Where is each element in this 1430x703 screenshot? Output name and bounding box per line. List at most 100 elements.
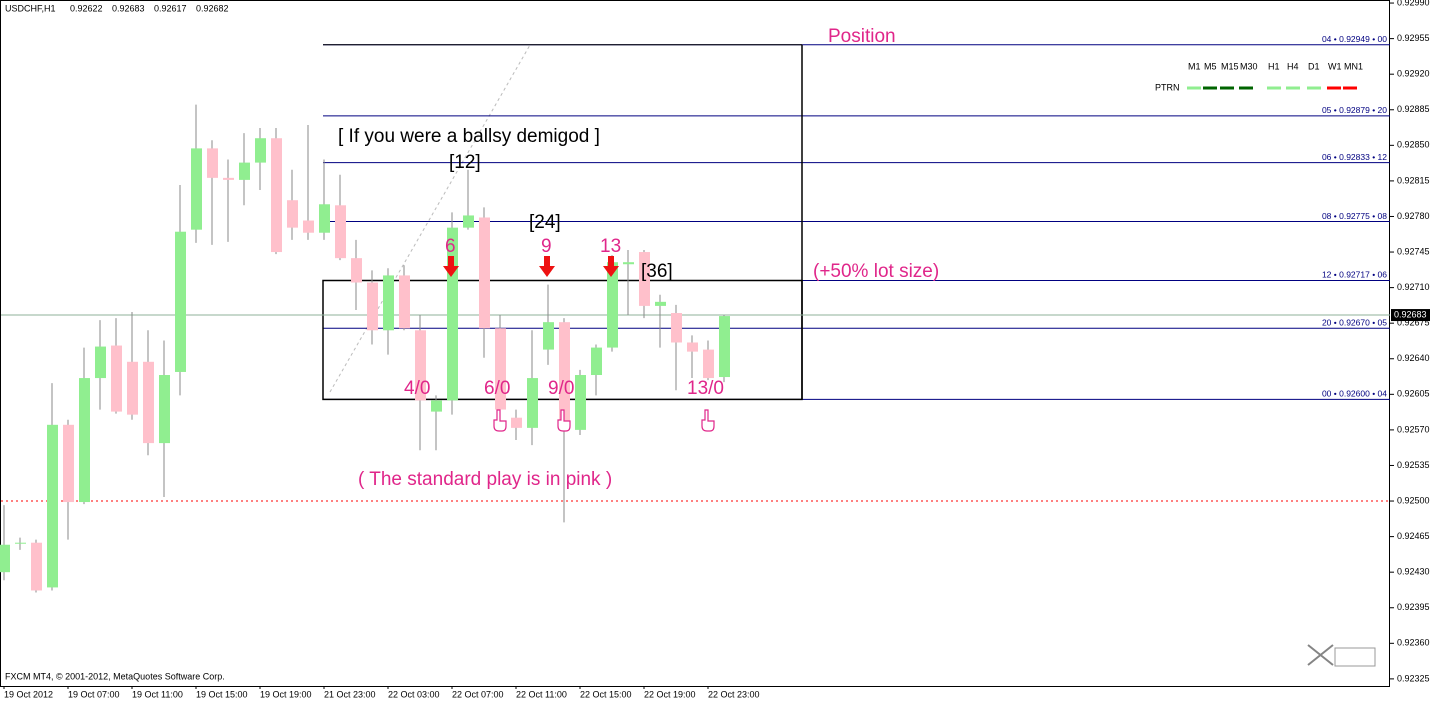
- ohlc-close: 0.92682: [196, 3, 229, 13]
- logo-mark: [1307, 644, 1334, 666]
- x-tick-label: 22 Oct 15:00: [580, 689, 632, 699]
- timeframe-label: M30: [1240, 61, 1258, 71]
- annotation: 9/0: [548, 378, 574, 399]
- candle-body: [0, 544, 10, 573]
- candle-body: [575, 375, 586, 430]
- candle-body: [335, 205, 346, 259]
- y-tick-label: 0.92465: [1397, 531, 1430, 541]
- candle-body: [559, 322, 570, 430]
- x-tick-label: 22 Oct 11:00: [516, 689, 567, 699]
- candle-body: [479, 217, 490, 329]
- y-tick-label: 0.92570: [1397, 424, 1430, 434]
- marks: [0, 44, 1390, 593]
- candle-body: [303, 220, 314, 233]
- annotation: 6/0: [484, 378, 510, 399]
- timeframe-label: M15: [1221, 61, 1239, 71]
- candle-body: [143, 361, 154, 444]
- candle-body: [367, 282, 378, 331]
- candle-body: [287, 200, 298, 228]
- timeframe-label: M5: [1204, 61, 1217, 71]
- y-tick-label: 0.92815: [1397, 175, 1430, 185]
- y-tick-label: 0.92780: [1397, 211, 1430, 221]
- y-tick-label: 0.92395: [1397, 602, 1430, 612]
- candle-body: [399, 275, 410, 329]
- timeframe-label: H4: [1287, 61, 1299, 71]
- candle-body: [591, 347, 602, 376]
- annotation: [ If you were a ballsy demigod ]: [338, 126, 600, 147]
- timeframe-label: M1: [1188, 61, 1201, 71]
- annotation: Position: [828, 26, 896, 47]
- candle-body: [527, 378, 538, 428]
- arrows: [443, 256, 619, 277]
- annotation: [24]: [529, 212, 561, 233]
- hand-icons: [493, 409, 715, 432]
- candle-body: [351, 258, 362, 283]
- indicator-name: PTRN: [1155, 82, 1180, 92]
- hand-icon: [493, 409, 507, 432]
- level-label: 08 • 0.92775 • 08: [1322, 211, 1387, 221]
- level-label: 00 • 0.92600 • 04: [1322, 389, 1387, 399]
- candle-body: [383, 275, 394, 331]
- y-tick-label: 0.92955: [1397, 33, 1430, 43]
- candle-body: [79, 378, 90, 503]
- candle-body: [671, 313, 682, 343]
- y-tick-label: 0.92605: [1397, 389, 1430, 399]
- candle-body: [655, 301, 666, 306]
- candle-body: [639, 252, 650, 306]
- y-tick-label: 0.92920: [1397, 69, 1430, 79]
- candle-body: [495, 328, 506, 410]
- ohlc-open: 0.92622: [70, 3, 103, 13]
- candle-body: [511, 417, 522, 428]
- y-tick-label: 0.92535: [1397, 460, 1430, 470]
- hand-icon: [557, 409, 571, 432]
- x-tick-label: 19 Oct 15:00: [196, 689, 248, 699]
- x-tick-label: 21 Oct 23:00: [324, 689, 376, 699]
- timeframe-label: W1: [1328, 61, 1342, 71]
- logo: [1307, 644, 1376, 667]
- symbol-title: USDCHF,H1: [5, 3, 56, 13]
- current-price-box: [1391, 309, 1430, 322]
- footer: FXCM MT4, © 2001-2012, MetaQuotes Softwa…: [5, 671, 225, 681]
- down-arrow: [603, 256, 619, 277]
- candle-body: [31, 542, 42, 591]
- y-tick-label: 0.92360: [1397, 638, 1430, 648]
- candle-body: [719, 316, 730, 378]
- candle-body: [15, 542, 26, 544]
- candle-body: [175, 231, 186, 372]
- y-tick-label: 0.92710: [1397, 282, 1430, 292]
- y-tick-label: 0.92500: [1397, 495, 1430, 505]
- y-tick-label: 0.92990: [1397, 0, 1430, 7]
- annotation: 13: [600, 236, 621, 257]
- current-price-label: 0.92683: [1394, 309, 1427, 319]
- candle-body: [95, 346, 106, 379]
- candle-body: [223, 177, 234, 180]
- x-tick-label: 22 Oct 23:00: [708, 689, 760, 699]
- trend-line: [329, 44, 531, 393]
- x-tick-label: 19 Oct 2012: [4, 689, 53, 699]
- hand-icon: [701, 409, 715, 432]
- down-arrow: [443, 256, 459, 277]
- candle-body: [239, 162, 250, 180]
- down-arrow: [539, 256, 555, 277]
- y-tick-label: 0.92850: [1397, 140, 1430, 150]
- y-tick-label: 0.92430: [1397, 567, 1430, 577]
- candle-body: [415, 330, 426, 401]
- level-label: 06 • 0.92833 • 12: [1322, 152, 1387, 162]
- candle-body: [447, 227, 458, 401]
- annotation: 6: [445, 236, 456, 257]
- y-tick-label: 0.92325: [1397, 673, 1430, 683]
- candle-body: [543, 322, 554, 350]
- candle-body: [127, 361, 138, 415]
- x-tick-label: 19 Oct 11:00: [132, 689, 183, 699]
- annotation: (+50% lot size): [813, 261, 939, 282]
- logo-box: [1334, 647, 1376, 667]
- timeframe-label: H1: [1268, 61, 1280, 71]
- annotation: [36]: [641, 261, 673, 282]
- timeframe-label: MN1: [1344, 61, 1363, 71]
- level-label: 12 • 0.92717 • 06: [1322, 270, 1387, 280]
- candle-body: [159, 375, 170, 444]
- ohlc-high: 0.92683: [112, 3, 145, 13]
- candle-body: [271, 138, 282, 253]
- ohlc-low: 0.92617: [154, 3, 187, 13]
- candle-body: [463, 215, 474, 228]
